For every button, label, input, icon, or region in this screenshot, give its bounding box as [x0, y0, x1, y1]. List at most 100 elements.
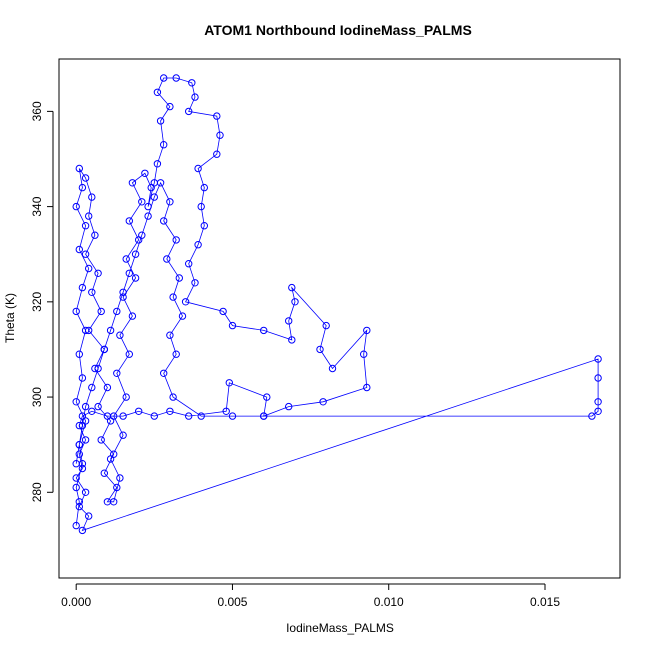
- data-point: [103, 383, 112, 392]
- plot-frame: [58, 58, 621, 579]
- data-point: [81, 326, 90, 335]
- data-point: [119, 431, 127, 439]
- data-point: [160, 74, 168, 82]
- data-point: [144, 202, 152, 211]
- data-point: [81, 250, 90, 258]
- data-point: [75, 421, 84, 430]
- data-point: [175, 274, 184, 282]
- data-point: [191, 93, 199, 101]
- data-point: [91, 231, 99, 239]
- data-point: [97, 307, 105, 316]
- data-point: [116, 474, 124, 482]
- data-point: [588, 412, 596, 420]
- y-tick-label: 320: [30, 292, 44, 312]
- x-axis-label: IodineMass_PALMS: [286, 621, 394, 635]
- data-point: [116, 331, 124, 339]
- data-series: [72, 74, 602, 535]
- data-point: [85, 212, 93, 220]
- data-point: [160, 217, 168, 225]
- data-point: [75, 441, 84, 449]
- data-point: [94, 269, 102, 277]
- data-point: [72, 483, 80, 492]
- x-tick-label: 0.005: [217, 595, 247, 609]
- x-tick-label: 0.015: [530, 595, 560, 609]
- data-point: [122, 255, 130, 263]
- data-point: [122, 393, 130, 401]
- data-point: [360, 350, 368, 358]
- y-tick-label: 360: [30, 101, 44, 121]
- data-point: [81, 436, 90, 444]
- data-point: [197, 412, 205, 420]
- data-point: [131, 250, 140, 258]
- data-point: [169, 293, 177, 301]
- data-point: [316, 345, 324, 354]
- data-point: [75, 502, 84, 511]
- data-point: [131, 274, 140, 282]
- data-point: [78, 412, 87, 420]
- data-point: [213, 112, 221, 120]
- data-point: [172, 350, 180, 358]
- data-point: [285, 402, 293, 411]
- y-tick-label: 280: [30, 482, 44, 502]
- data-point: [128, 179, 137, 187]
- data-point: [110, 498, 118, 506]
- data-point: [94, 364, 102, 373]
- data-point: [78, 283, 87, 292]
- data-point: [113, 483, 121, 492]
- data-point: [81, 222, 90, 230]
- data-point: [97, 436, 105, 444]
- data-point: [75, 450, 84, 458]
- data-point: [72, 202, 80, 211]
- data-point: [163, 255, 171, 263]
- data-point: [113, 307, 121, 316]
- data-point: [166, 102, 174, 111]
- data-point: [85, 512, 93, 520]
- data-point: [144, 212, 152, 220]
- data-point: [200, 183, 209, 192]
- data-point: [213, 150, 221, 158]
- data-point: [72, 474, 80, 482]
- data-point: [78, 374, 87, 382]
- data-point: [106, 455, 115, 463]
- y-tick-label: 300: [30, 387, 44, 407]
- data-point: [150, 193, 159, 201]
- data-point: [194, 164, 202, 173]
- data-point: [119, 412, 127, 420]
- data-point: [263, 393, 271, 401]
- data-point: [100, 345, 109, 354]
- data-point: [178, 312, 187, 320]
- data-point: [200, 222, 209, 230]
- data-point: [88, 288, 96, 296]
- data-point: [138, 198, 146, 206]
- data-point: [319, 398, 327, 406]
- data-point: [81, 174, 90, 182]
- data-point: [260, 412, 268, 420]
- data-point: [100, 469, 109, 477]
- data-point: [166, 331, 174, 339]
- data-point: [288, 336, 296, 344]
- data-point: [172, 236, 180, 244]
- data-point: [160, 141, 168, 149]
- data-point: [106, 326, 115, 335]
- data-point: [103, 412, 112, 420]
- data-point: [288, 283, 296, 292]
- chart-title: ATOM1 Northbound IodineMass_PALMS: [204, 22, 472, 38]
- data-point: [322, 321, 330, 330]
- data-point: [219, 307, 227, 316]
- data-point: [222, 407, 230, 415]
- data-point: [228, 412, 237, 420]
- data-point: [194, 241, 202, 249]
- data-point: [141, 169, 149, 178]
- data-point: [78, 183, 87, 192]
- data-point: [78, 421, 87, 430]
- data-point: [85, 264, 93, 273]
- data-point: [285, 317, 293, 325]
- data-point: [119, 293, 127, 301]
- data-point: [216, 131, 224, 139]
- data-point: [75, 350, 84, 358]
- data-point: [594, 374, 602, 382]
- data-point: [88, 407, 96, 415]
- data-point: [594, 407, 602, 415]
- data-point: [160, 369, 168, 377]
